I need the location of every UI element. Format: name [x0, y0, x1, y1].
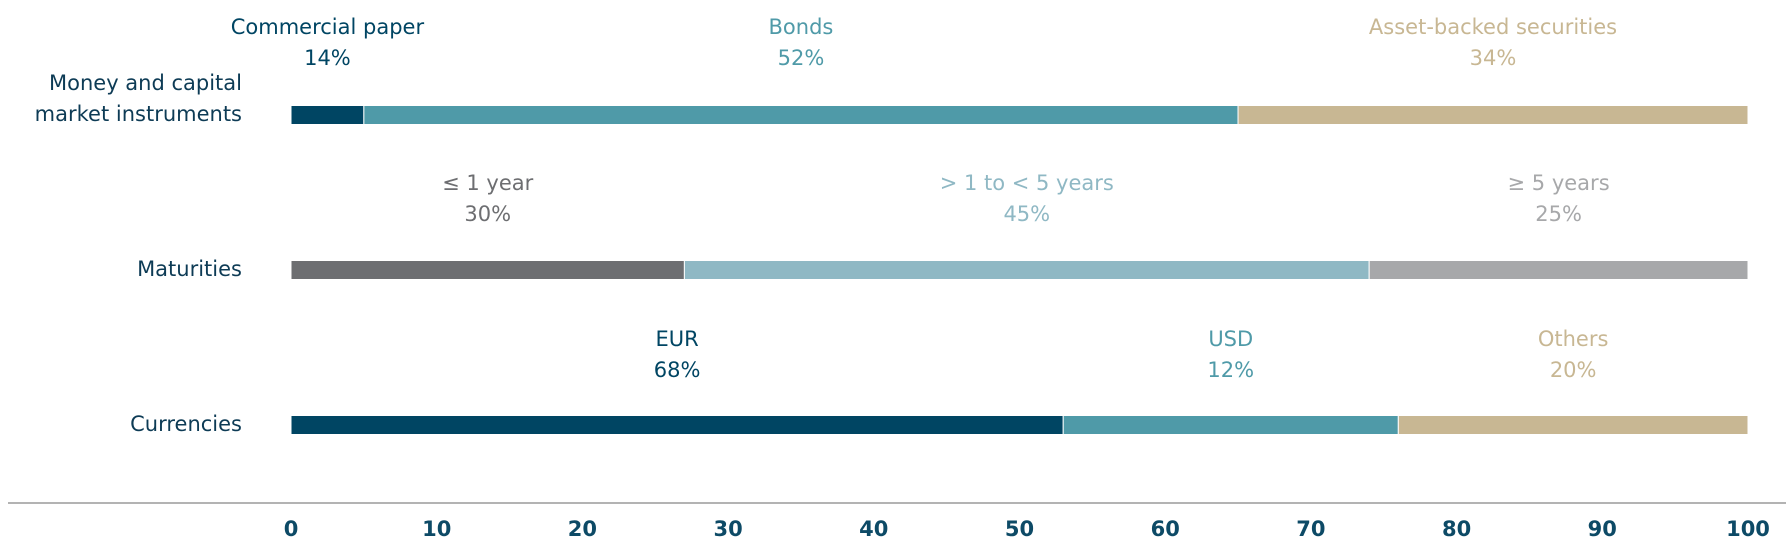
segment-share: 68%	[654, 358, 701, 382]
segment-name: > 1 to < 5 years	[940, 171, 1114, 195]
bar-segment	[290, 260, 685, 280]
segment-share: 14%	[304, 46, 351, 70]
segment-share: 52%	[778, 46, 825, 70]
x-tick-label: 20	[568, 517, 597, 541]
bar-segment	[1397, 415, 1749, 435]
x-tick-label: 40	[859, 517, 888, 541]
bar-segment	[290, 415, 1064, 435]
segment-share: 25%	[1535, 202, 1582, 226]
segment-name: ≤ 1 year	[442, 171, 534, 195]
segment-share: 30%	[464, 202, 511, 226]
segment-share: 20%	[1550, 358, 1597, 382]
segment-share: 12%	[1207, 358, 1254, 382]
bar-segment	[683, 260, 1370, 280]
bar-segment	[363, 105, 1239, 125]
row-label: Currencies	[130, 412, 242, 436]
row-label: market instruments	[35, 102, 242, 126]
x-tick-label: 80	[1442, 517, 1471, 541]
bar-segment	[1237, 105, 1749, 125]
bar-segment	[290, 105, 365, 125]
segment-name: ≥ 5 years	[1508, 171, 1610, 195]
x-tick-label: 90	[1588, 517, 1617, 541]
segment-name: USD	[1208, 327, 1253, 351]
x-tick-label: 30	[713, 517, 742, 541]
segment-name: Bonds	[769, 15, 834, 39]
x-tick-label: 70	[1296, 517, 1325, 541]
row-label: Money and capital	[49, 71, 242, 95]
segment-name: Asset-backed securities	[1369, 15, 1617, 39]
x-tick-label: 50	[1005, 517, 1034, 541]
segment-share: 45%	[1003, 202, 1050, 226]
segment-share: 34%	[1470, 46, 1517, 70]
x-tick-label: 10	[422, 517, 451, 541]
segment-name: Others	[1538, 327, 1609, 351]
bar-segment	[1062, 415, 1399, 435]
x-tick-label: 60	[1151, 517, 1180, 541]
segment-name: Commercial paper	[231, 15, 425, 39]
bar-segment	[1368, 260, 1749, 280]
segment-name: EUR	[655, 327, 698, 351]
x-tick-label: 100	[1726, 517, 1770, 541]
x-tick-label: 0	[284, 517, 299, 541]
row-label: Maturities	[137, 257, 242, 281]
